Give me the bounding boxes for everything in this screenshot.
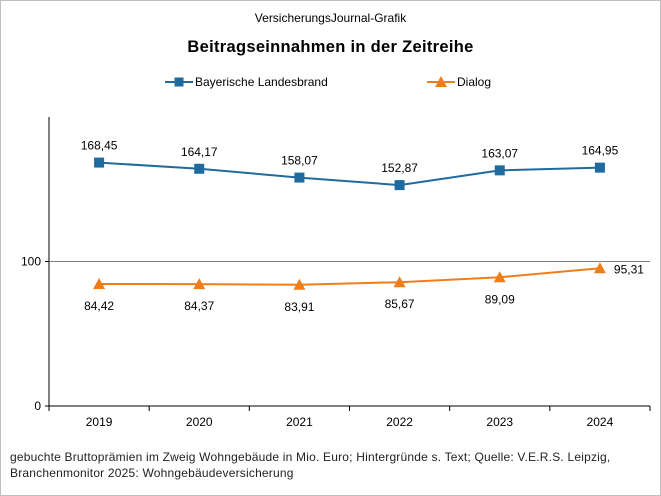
data-label: 164,17 (181, 145, 218, 159)
data-point-marker (494, 165, 505, 176)
legend-marker (174, 77, 184, 87)
legend-label: Dialog (457, 75, 491, 89)
data-point-marker (293, 278, 306, 290)
legend-marker (435, 76, 447, 87)
data-point-marker (594, 162, 605, 173)
data-label: 83,91 (284, 300, 314, 314)
data-label: 163,07 (481, 146, 518, 160)
chart-title: Beitragseinnahmen in der Zeitreihe (187, 38, 474, 56)
data-label: 89,09 (485, 292, 515, 306)
data-label: 95,31 (614, 262, 644, 276)
data-point-marker (194, 163, 205, 174)
data-point-marker (94, 157, 105, 168)
x-tick-label: 2022 (386, 415, 413, 429)
series-line-1 (99, 161, 600, 187)
data-point-marker (393, 276, 406, 288)
x-tick-label: 2019 (86, 415, 113, 429)
data-label: 85,67 (385, 297, 415, 311)
x-tick-label: 2021 (286, 415, 313, 429)
x-tick-label: 2024 (587, 415, 614, 429)
data-point-marker (493, 271, 506, 283)
y-tick-label: 100 (21, 255, 41, 269)
data-point-marker (193, 278, 206, 290)
data-label: 168,45 (81, 139, 118, 153)
data-label: 152,87 (381, 161, 418, 175)
footnote: gebuchte Bruttoprämien im Zweig Wohngebä… (10, 450, 611, 480)
x-tick-label: 2020 (186, 415, 213, 429)
data-label: 84,37 (184, 299, 214, 313)
data-point-marker (394, 180, 405, 191)
data-point-marker (93, 278, 106, 290)
data-label: 84,42 (84, 299, 114, 313)
data-point-marker (294, 172, 305, 183)
y-tick-label: 0 (34, 399, 41, 413)
x-tick-label: 2023 (486, 415, 513, 429)
series-line-2 (99, 267, 601, 286)
data-label: 164,95 (582, 144, 619, 158)
legend-label: Bayerische Landesbrand (195, 75, 328, 89)
source-caption: VersicherungsJournal-Grafik (254, 11, 407, 25)
data-label: 158,07 (281, 154, 318, 168)
data-point-marker (593, 262, 606, 274)
